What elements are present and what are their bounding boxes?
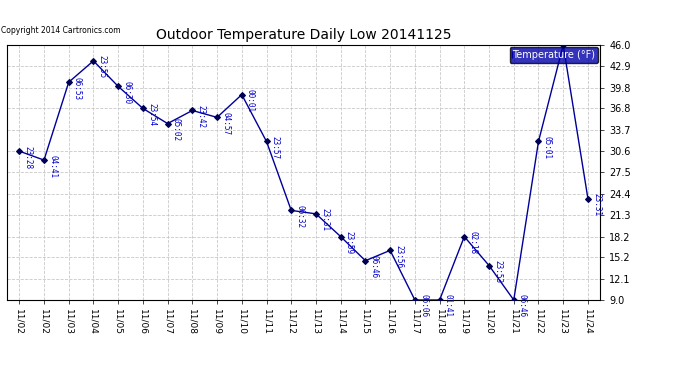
Point	[162, 121, 173, 127]
Point	[384, 248, 395, 254]
Point	[286, 207, 297, 213]
Point	[14, 148, 25, 154]
Point	[137, 105, 148, 111]
Text: 06:46: 06:46	[370, 255, 379, 278]
Point	[187, 108, 198, 114]
Text: 23:55: 23:55	[97, 55, 106, 78]
Text: 05:01: 05:01	[542, 136, 551, 159]
Point	[39, 157, 50, 163]
Text: 06:46: 06:46	[518, 294, 527, 318]
Text: 23:31: 23:31	[592, 193, 601, 216]
Text: 23:59: 23:59	[345, 231, 354, 254]
Point	[360, 258, 371, 264]
Text: Copyright 2014 Cartronics.com: Copyright 2014 Cartronics.com	[1, 26, 121, 35]
Text: 23:54: 23:54	[147, 103, 156, 126]
Point	[409, 297, 420, 303]
Point	[558, 42, 569, 48]
Text: 06:06: 06:06	[419, 294, 428, 318]
Text: 06:30: 06:30	[122, 81, 131, 104]
Point	[459, 234, 470, 240]
Point	[335, 234, 346, 240]
Point	[484, 262, 495, 268]
Text: 23:56: 23:56	[394, 245, 403, 268]
Point	[434, 297, 445, 303]
Text: 05:02: 05:02	[172, 118, 181, 141]
Text: 06:53: 06:53	[73, 76, 82, 100]
Text: 06:32: 06:32	[295, 205, 304, 228]
Title: Outdoor Temperature Daily Low 20141125: Outdoor Temperature Daily Low 20141125	[156, 28, 451, 42]
Text: 23:31: 23:31	[320, 208, 329, 231]
Legend: Temperature (°F): Temperature (°F)	[509, 47, 598, 63]
Point	[310, 211, 322, 217]
Point	[212, 114, 223, 120]
Text: 23:53: 23:53	[493, 260, 502, 283]
Text: 23:28: 23:28	[23, 146, 32, 169]
Text: 04:57: 04:57	[221, 112, 230, 135]
Point	[261, 138, 272, 144]
Point	[509, 297, 520, 303]
Point	[236, 92, 247, 98]
Text: 00:01: 00:01	[246, 89, 255, 112]
Text: 23:57: 23:57	[270, 136, 279, 159]
Text: 23:42: 23:42	[197, 105, 206, 128]
Point	[63, 79, 75, 85]
Text: 04:41: 04:41	[48, 154, 57, 178]
Point	[582, 196, 593, 202]
Text: 02:18: 02:18	[469, 231, 477, 254]
Text: 01:41: 01:41	[444, 294, 453, 318]
Point	[88, 58, 99, 64]
Point	[533, 138, 544, 144]
Point	[112, 83, 124, 89]
